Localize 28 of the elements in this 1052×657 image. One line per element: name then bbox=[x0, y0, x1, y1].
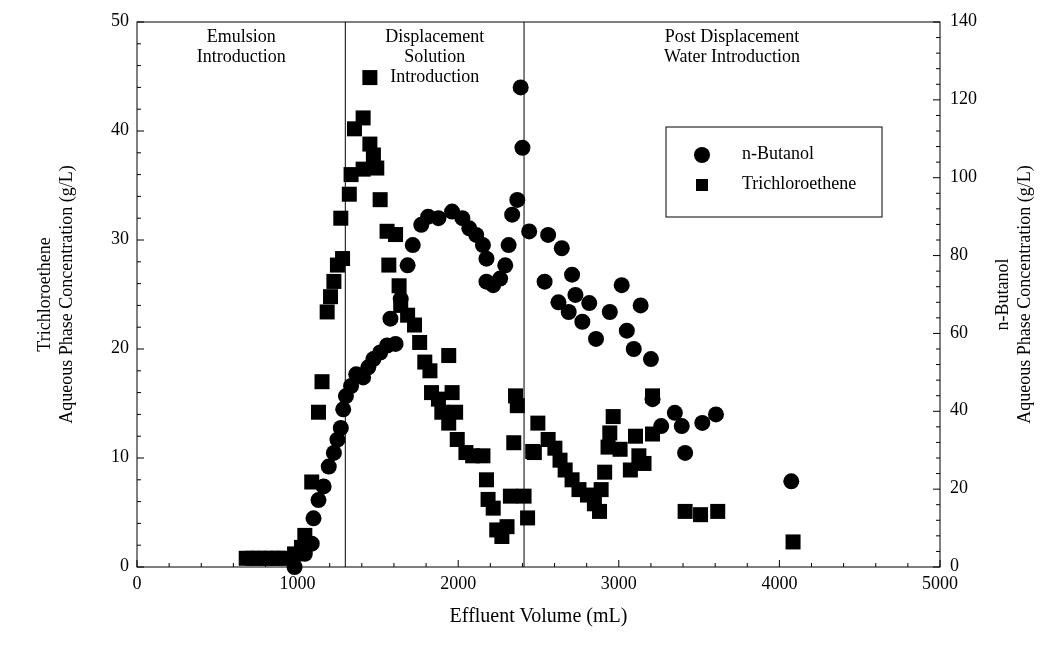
legend-label: Trichloroethene bbox=[742, 173, 857, 194]
x-tick-label: 1000 bbox=[279, 573, 316, 593]
y-tick-label: 10 bbox=[111, 446, 129, 467]
y2-tick-label: 100 bbox=[950, 165, 977, 186]
y2-tick-label: 140 bbox=[950, 10, 977, 31]
y-tick-label: 20 bbox=[111, 337, 129, 358]
x-tick-label: 2000 bbox=[440, 573, 477, 593]
y2-tick-label: 20 bbox=[950, 477, 968, 498]
y2-tick-label: 60 bbox=[950, 321, 968, 342]
y-tick-label: 40 bbox=[111, 119, 129, 140]
annotation: Displacement Solution Introduction bbox=[385, 26, 485, 87]
y2-tick-label: 120 bbox=[950, 87, 977, 108]
y2-tick-label: 80 bbox=[950, 243, 968, 264]
y-tick-label: 50 bbox=[111, 10, 129, 31]
legend-label: n-Butanol bbox=[742, 143, 814, 164]
x-axis-title: Effluent Volume (mL) bbox=[449, 604, 628, 627]
x-tick-label: 0 bbox=[132, 573, 142, 593]
y2-tick-label: 40 bbox=[950, 399, 968, 420]
annotation: Emulsion Introduction bbox=[196, 26, 286, 67]
x-tick-label: 4000 bbox=[761, 573, 798, 593]
y2-axis-title: n-Butanol Aqueous Phase Concentration (g/L) bbox=[992, 165, 1036, 424]
x-tick-label: 3000 bbox=[600, 573, 637, 593]
x-tick-label: 5000 bbox=[922, 573, 958, 593]
y2-tick-label: 0 bbox=[950, 555, 959, 576]
y-tick-label: 30 bbox=[111, 228, 129, 249]
y-tick-label: 0 bbox=[120, 555, 129, 576]
annotation: Post Displacement Water Introduction bbox=[664, 26, 801, 67]
y-axis-title: Trichloroethene Aqueous Phase Concentration (g/L) bbox=[34, 165, 78, 424]
